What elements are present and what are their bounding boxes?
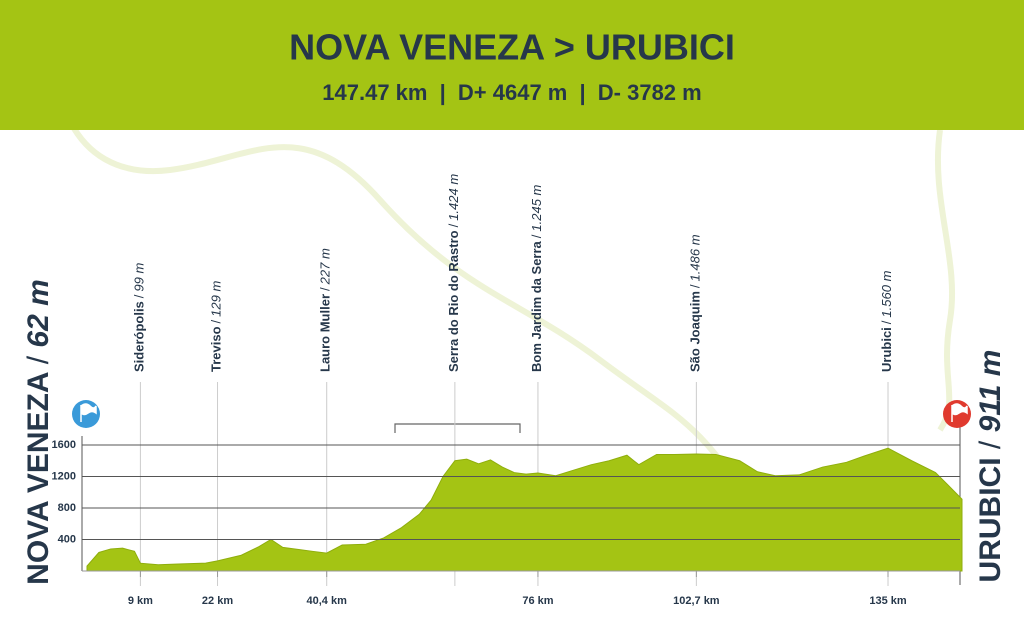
separator: /	[688, 284, 703, 288]
waypoint-name: Treviso	[209, 326, 224, 372]
waypoint-elevation: 99 m	[132, 263, 147, 292]
waypoint-elevation: 227 m	[318, 248, 333, 285]
distance: 147.47 km	[322, 80, 427, 105]
waypoint-elevation: 1.560 m	[879, 270, 894, 317]
waypoint-elevation: 1.424 m	[446, 174, 461, 221]
waypoint-name: Serra do Rio do Rastro	[446, 230, 461, 372]
ascent: D+ 4647 m	[458, 80, 567, 105]
waypoint-label: Bom Jardim da Serra / 1.245 m	[529, 184, 544, 372]
x-tick-label: 135 km	[869, 595, 907, 607]
x-tick-label: 76 km	[522, 595, 553, 607]
start-label: NOVA VENEZA / 62 m	[22, 279, 55, 585]
waypoint-label: Urubici / 1.560 m	[879, 270, 894, 372]
waypoint-elevation: 129 m	[209, 281, 224, 317]
waypoint-name: Siderópolis	[132, 301, 147, 372]
separator: /	[974, 440, 1007, 449]
waypoint-label: Lauro Muller / 227 m	[318, 248, 333, 372]
waypoint-label: Siderópolis / 99 m	[132, 263, 147, 372]
y-tick-label: 1600	[52, 439, 76, 451]
waypoint-elevation: 1.486 m	[688, 234, 703, 281]
waypoint-name: Bom Jardim da Serra	[529, 240, 544, 372]
waypoint-elevation: 1.245 m	[529, 184, 544, 231]
start-name: NOVA VENEZA	[22, 372, 55, 585]
y-tick-label: 800	[58, 502, 76, 514]
separator: /	[446, 223, 461, 227]
end-label: URUBICI / 911 m	[974, 350, 1007, 583]
stats: 147.47 km | D+ 4647 m | D- 3782 m	[322, 80, 701, 105]
waypoint-name: Urubici	[879, 327, 894, 372]
chart-title: NOVA VENEZA > URUBICI	[289, 27, 735, 68]
separator: /	[22, 355, 55, 364]
x-tick-label: 102,7 km	[673, 595, 720, 607]
separator: |	[440, 80, 446, 105]
map-trace	[934, 129, 956, 432]
map-trace	[52, 0, 763, 522]
end-flag	[943, 400, 971, 428]
waypoint-label: São Joaquim / 1.486 m	[688, 234, 703, 372]
separator: /	[132, 294, 147, 298]
separator: |	[579, 80, 585, 105]
x-tick-label: 9 km	[128, 595, 153, 607]
separator: /	[529, 234, 544, 238]
waypoint-name: Lauro Muller	[318, 294, 333, 372]
start-elevation: 62 m	[22, 279, 55, 347]
waypoint-label: Serra do Rio do Rastro / 1.424 m	[446, 174, 461, 372]
elevation-area	[86, 447, 963, 572]
separator: /	[879, 320, 894, 324]
end-name: URUBICI	[974, 457, 1007, 582]
separator: /	[318, 287, 333, 291]
start-flag	[72, 400, 100, 428]
separator: /	[209, 319, 224, 323]
header-band	[0, 0, 1024, 130]
waypoint-label: Treviso / 129 m	[209, 281, 224, 372]
descent: D- 3782 m	[598, 80, 702, 105]
waypoint-name: São Joaquim	[688, 291, 703, 372]
climb-bracket	[394, 423, 521, 433]
x-tick-label: 40,4 km	[307, 595, 348, 607]
x-tick-label: 22 km	[202, 595, 233, 607]
y-tick-label: 400	[58, 533, 76, 545]
end-elevation: 911 m	[974, 350, 1007, 433]
y-tick-label: 1200	[52, 470, 76, 482]
